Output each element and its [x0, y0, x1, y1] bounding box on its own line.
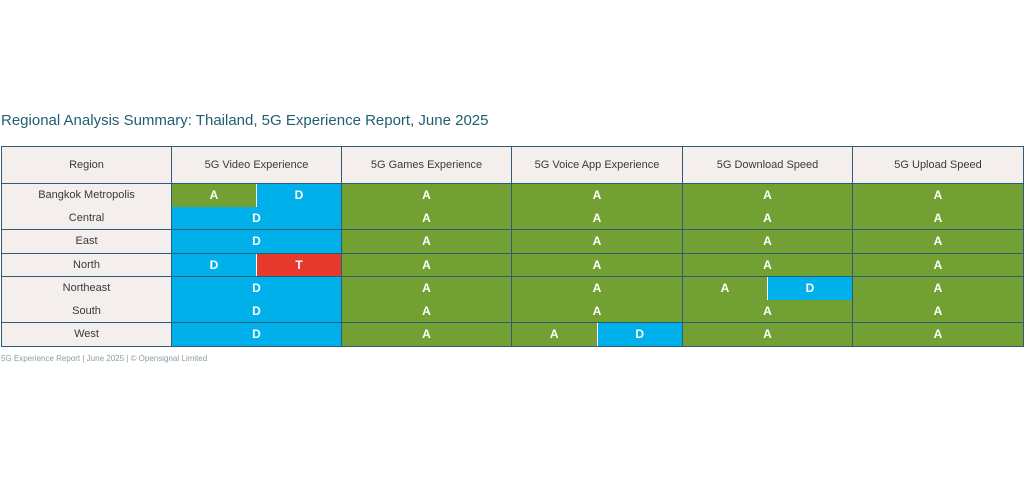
- header-download-speed: 5G Download Speed: [682, 146, 853, 184]
- metric-cell-voice-app: A: [511, 229, 683, 254]
- grade-badge: A: [512, 277, 682, 300]
- grade-badge: A: [683, 230, 852, 253]
- header-games-experience: 5G Games Experience: [341, 146, 512, 184]
- metric-cell-video: D: [171, 276, 342, 300]
- grade-badge: A: [683, 277, 767, 300]
- metric-cell-download: A: [682, 253, 853, 277]
- grade-badge: D: [767, 277, 852, 300]
- metric-cell-upload: A: [852, 253, 1024, 277]
- metric-cell-games: A: [341, 229, 512, 254]
- grade-badge: A: [853, 230, 1023, 253]
- grade-badge: A: [342, 323, 511, 346]
- regional-summary-table: Region 5G Video Experience 5G Games Expe…: [1, 146, 1024, 347]
- table-row: East D A A A A: [1, 229, 1024, 254]
- metric-cell-upload: A: [852, 206, 1024, 230]
- metric-cell-voice-app: A: [511, 183, 683, 207]
- metric-cell-voice-app: A: [511, 299, 683, 323]
- metric-cell-download: A: [682, 299, 853, 323]
- grade-badge: A: [342, 230, 511, 253]
- grade-badge: A: [853, 299, 1023, 322]
- grade-badge: A: [512, 184, 682, 207]
- grade-badge: A: [853, 253, 1023, 276]
- grade-badge: D: [172, 206, 341, 229]
- metric-cell-games: A: [341, 253, 512, 277]
- grade-badge: D: [172, 299, 341, 322]
- header-region: Region: [1, 146, 172, 184]
- metric-cell-upload: A: [852, 229, 1024, 254]
- region-cell: Northeast: [1, 276, 172, 300]
- metric-cell-games: A: [341, 206, 512, 230]
- footer-credit: 5G Experience Report | June 2025 | © Ope…: [1, 354, 208, 363]
- grade-badge: A: [853, 323, 1023, 346]
- grade-badge: T: [256, 253, 341, 276]
- header-upload-speed: 5G Upload Speed: [852, 146, 1024, 184]
- grade-badge: A: [683, 323, 852, 346]
- metric-cell-games: A: [341, 322, 512, 347]
- grade-badge: D: [172, 230, 341, 253]
- metric-cell-video: D: [171, 206, 342, 230]
- header-voice-app-experience: 5G Voice App Experience: [511, 146, 683, 184]
- grade-badge: A: [512, 206, 682, 229]
- table-row: Northeast D A A A D A: [1, 276, 1024, 300]
- grade-badge: A: [683, 206, 852, 229]
- metric-cell-games: A: [341, 183, 512, 207]
- table-row: South D A A A A: [1, 299, 1024, 323]
- grade-badge: A: [342, 277, 511, 300]
- region-cell: East: [1, 229, 172, 254]
- metric-cell-upload: A: [852, 322, 1024, 347]
- grade-badge: D: [172, 253, 256, 276]
- grade-badge: A: [512, 253, 682, 276]
- grade-badge: A: [853, 206, 1023, 229]
- metric-cell-voice-app: A: [511, 276, 683, 300]
- table-row: North D T A A A A: [1, 253, 1024, 277]
- table-row: Central D A A A A: [1, 206, 1024, 230]
- grade-badge: A: [342, 299, 511, 322]
- page-title: Regional Analysis Summary: Thailand, 5G …: [1, 112, 489, 129]
- metric-cell-video: D: [171, 229, 342, 254]
- grade-badge: A: [683, 253, 852, 276]
- grade-badge: A: [853, 277, 1023, 300]
- region-cell: South: [1, 299, 172, 323]
- metric-cell-download: A: [682, 322, 853, 347]
- metric-cell-voice-app: A: [511, 206, 683, 230]
- metric-cell-download: A: [682, 183, 853, 207]
- region-cell: Central: [1, 206, 172, 230]
- grade-badge: A: [683, 184, 852, 207]
- metric-cell-voice-app: A: [511, 253, 683, 277]
- region-cell: West: [1, 322, 172, 347]
- grade-badge: A: [512, 230, 682, 253]
- header-video-experience: 5G Video Experience: [171, 146, 342, 184]
- metric-cell-games: A: [341, 299, 512, 323]
- metric-cell-upload: A: [852, 183, 1024, 207]
- grade-badge: A: [512, 299, 682, 322]
- grade-badge: A: [512, 323, 597, 346]
- metric-cell-games: A: [341, 276, 512, 300]
- grade-badge: D: [172, 323, 341, 346]
- region-cell: North: [1, 253, 172, 277]
- metric-cell-upload: A: [852, 276, 1024, 300]
- table-row: West D A A D A A: [1, 322, 1024, 347]
- grade-badge: A: [342, 253, 511, 276]
- grade-badge: A: [172, 184, 256, 207]
- metric-cell-video: D: [171, 299, 342, 323]
- grade-badge: D: [172, 277, 341, 300]
- grade-badge: A: [853, 184, 1023, 207]
- grade-badge: A: [683, 299, 852, 322]
- table-body: Bangkok Metropolis A D A A A A Central D A A A A East…: [1, 183, 1024, 347]
- metric-cell-video: D: [171, 322, 342, 347]
- grade-badge: D: [596, 323, 682, 346]
- grade-badge: A: [342, 206, 511, 229]
- header-row: Region 5G Video Experience 5G Games Expe…: [1, 146, 1024, 184]
- metric-cell-upload: A: [852, 299, 1024, 323]
- metric-cell-download: A: [682, 206, 853, 230]
- table-row: Bangkok Metropolis A D A A A A: [1, 183, 1024, 207]
- grade-badge: A: [342, 184, 511, 207]
- region-cell: Bangkok Metropolis: [1, 183, 172, 207]
- grade-badge: D: [256, 184, 341, 207]
- metric-cell-download: A: [682, 229, 853, 254]
